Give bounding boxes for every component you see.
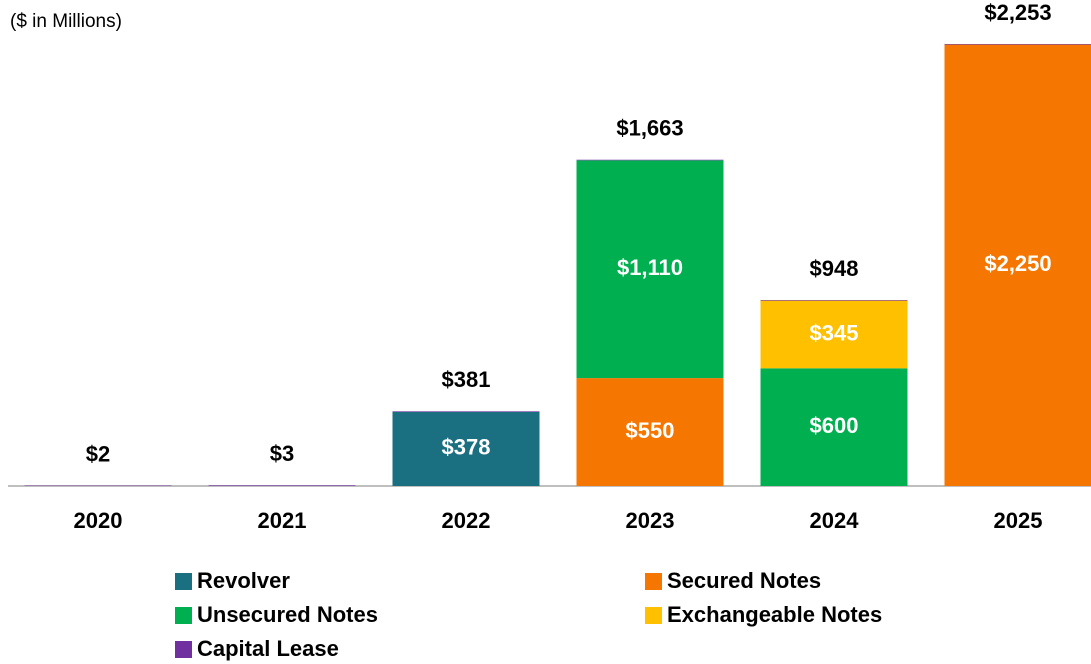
legend-swatch bbox=[175, 607, 192, 624]
x-tick-label: 2022 bbox=[442, 508, 491, 533]
legend-label: Exchangeable Notes bbox=[667, 602, 882, 627]
bar-segment bbox=[944, 44, 1091, 486]
total-label: $2 bbox=[86, 441, 110, 466]
x-tick-label: 2025 bbox=[994, 508, 1043, 533]
x-tick-label: 2024 bbox=[810, 508, 860, 533]
x-tick-label: 2020 bbox=[74, 508, 123, 533]
bar-segment bbox=[576, 160, 724, 379]
total-label: $381 bbox=[442, 367, 491, 392]
total-label: $1,663 bbox=[616, 116, 683, 141]
chart-subtitle: ($ in Millions) bbox=[10, 11, 122, 32]
data-label: $345 bbox=[810, 320, 859, 345]
bar-segment bbox=[760, 300, 908, 369]
data-label: $378 bbox=[442, 435, 491, 460]
total-label: $2,253 bbox=[984, 0, 1051, 25]
bar-segment bbox=[944, 44, 1091, 45]
data-label: $600 bbox=[810, 413, 859, 438]
total-label: $948 bbox=[810, 256, 859, 281]
legend-label: Unsecured Notes bbox=[197, 602, 378, 627]
legend-swatch bbox=[175, 641, 192, 658]
data-label: $1,110 bbox=[617, 255, 683, 280]
legend-label: Capital Lease bbox=[197, 636, 339, 661]
legend-swatch bbox=[175, 573, 192, 590]
bar-segment bbox=[576, 159, 724, 161]
legend-swatch bbox=[645, 607, 662, 624]
legend-swatch bbox=[645, 573, 662, 590]
legend-label: Secured Notes bbox=[667, 568, 821, 593]
bar-segment bbox=[760, 368, 908, 486]
bar-segment bbox=[392, 411, 540, 412]
x-tick-label: 2023 bbox=[626, 508, 675, 533]
bar-segment bbox=[576, 378, 724, 486]
bar-segment bbox=[760, 300, 908, 301]
bar-segment bbox=[392, 411, 540, 486]
data-label: $2,250 bbox=[984, 251, 1051, 276]
data-label: $550 bbox=[626, 418, 675, 443]
legend-label: Revolver bbox=[197, 568, 290, 593]
x-tick-label: 2021 bbox=[258, 508, 307, 533]
bar-segment bbox=[208, 485, 356, 486]
total-label: $3 bbox=[270, 441, 294, 466]
